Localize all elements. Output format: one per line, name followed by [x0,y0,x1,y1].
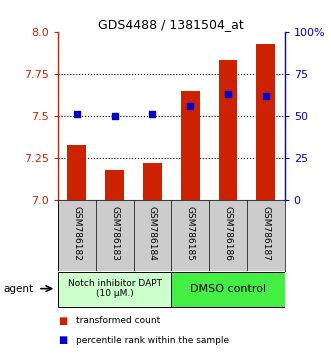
Bar [105,170,124,200]
Point [74,112,79,117]
Point [225,91,231,97]
Text: GSM786187: GSM786187 [261,206,270,261]
Bar [171,272,285,307]
Point [150,112,155,117]
Text: DMSO control: DMSO control [190,284,266,294]
Title: GDS4488 / 1381504_at: GDS4488 / 1381504_at [98,18,244,31]
Text: ■: ■ [58,335,67,345]
Point [188,103,193,109]
Text: transformed count: transformed count [76,316,161,325]
Text: GSM786186: GSM786186 [223,206,232,261]
Bar [68,144,86,200]
Text: GSM786183: GSM786183 [110,206,119,261]
Point [112,113,117,119]
Text: GSM786182: GSM786182 [72,206,81,261]
Text: agent: agent [3,284,33,294]
Text: percentile rank within the sample: percentile rank within the sample [76,336,229,345]
Bar [181,91,200,200]
Bar [218,61,237,200]
Text: ■: ■ [58,316,67,326]
Bar [256,44,275,200]
Bar [143,163,162,200]
Bar [58,272,171,307]
Text: GSM786185: GSM786185 [186,206,195,261]
Point [263,93,268,98]
Text: Notch inhibitor DAPT
(10 μM.): Notch inhibitor DAPT (10 μM.) [68,279,162,298]
Text: GSM786184: GSM786184 [148,206,157,261]
